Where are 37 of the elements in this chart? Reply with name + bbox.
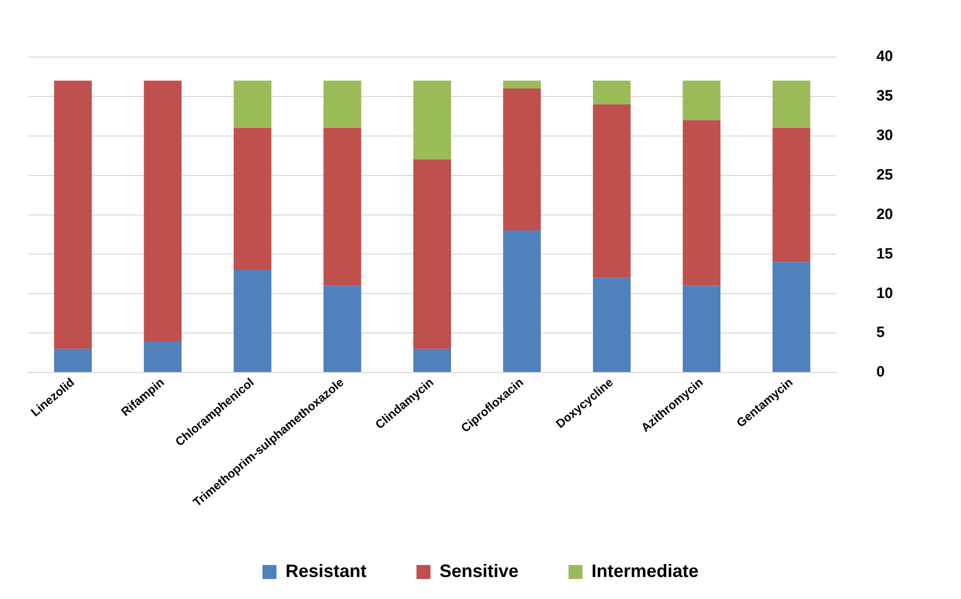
y-tick-label: 35 <box>876 88 894 105</box>
y-tick-label: 20 <box>876 206 894 223</box>
bar <box>413 80 452 160</box>
bar <box>592 104 631 278</box>
bar <box>323 128 362 286</box>
bar <box>54 348 92 372</box>
bar <box>772 80 810 128</box>
bar <box>234 270 272 372</box>
bar <box>682 286 720 372</box>
bar <box>772 262 810 372</box>
bar <box>413 160 452 349</box>
y-tick-label: 10 <box>876 284 894 302</box>
y-tick-label: 30 <box>876 127 894 144</box>
y-tick-label: 15 <box>876 245 894 262</box>
legend-label: Resistant <box>285 560 366 581</box>
bar <box>413 348 452 372</box>
y-tick-label: 5 <box>876 324 885 342</box>
bar <box>682 120 720 286</box>
y-tick-label: 40 <box>876 48 894 66</box>
legend-label: Sensitive <box>439 560 519 581</box>
bar <box>682 80 720 120</box>
bar <box>503 88 541 231</box>
bar <box>503 230 541 372</box>
bar <box>592 278 631 372</box>
legend-label: Intermediate <box>592 560 699 581</box>
bar <box>772 128 810 262</box>
bar <box>144 340 182 372</box>
y-tick-label: 0 <box>876 364 885 381</box>
bar <box>323 286 362 372</box>
bar <box>144 80 182 341</box>
bar <box>323 80 362 128</box>
bar <box>54 80 92 349</box>
bar <box>503 80 541 89</box>
y-tick-label: 25 <box>876 166 894 184</box>
bar <box>234 128 272 270</box>
bar <box>592 80 631 104</box>
bar <box>234 80 272 128</box>
